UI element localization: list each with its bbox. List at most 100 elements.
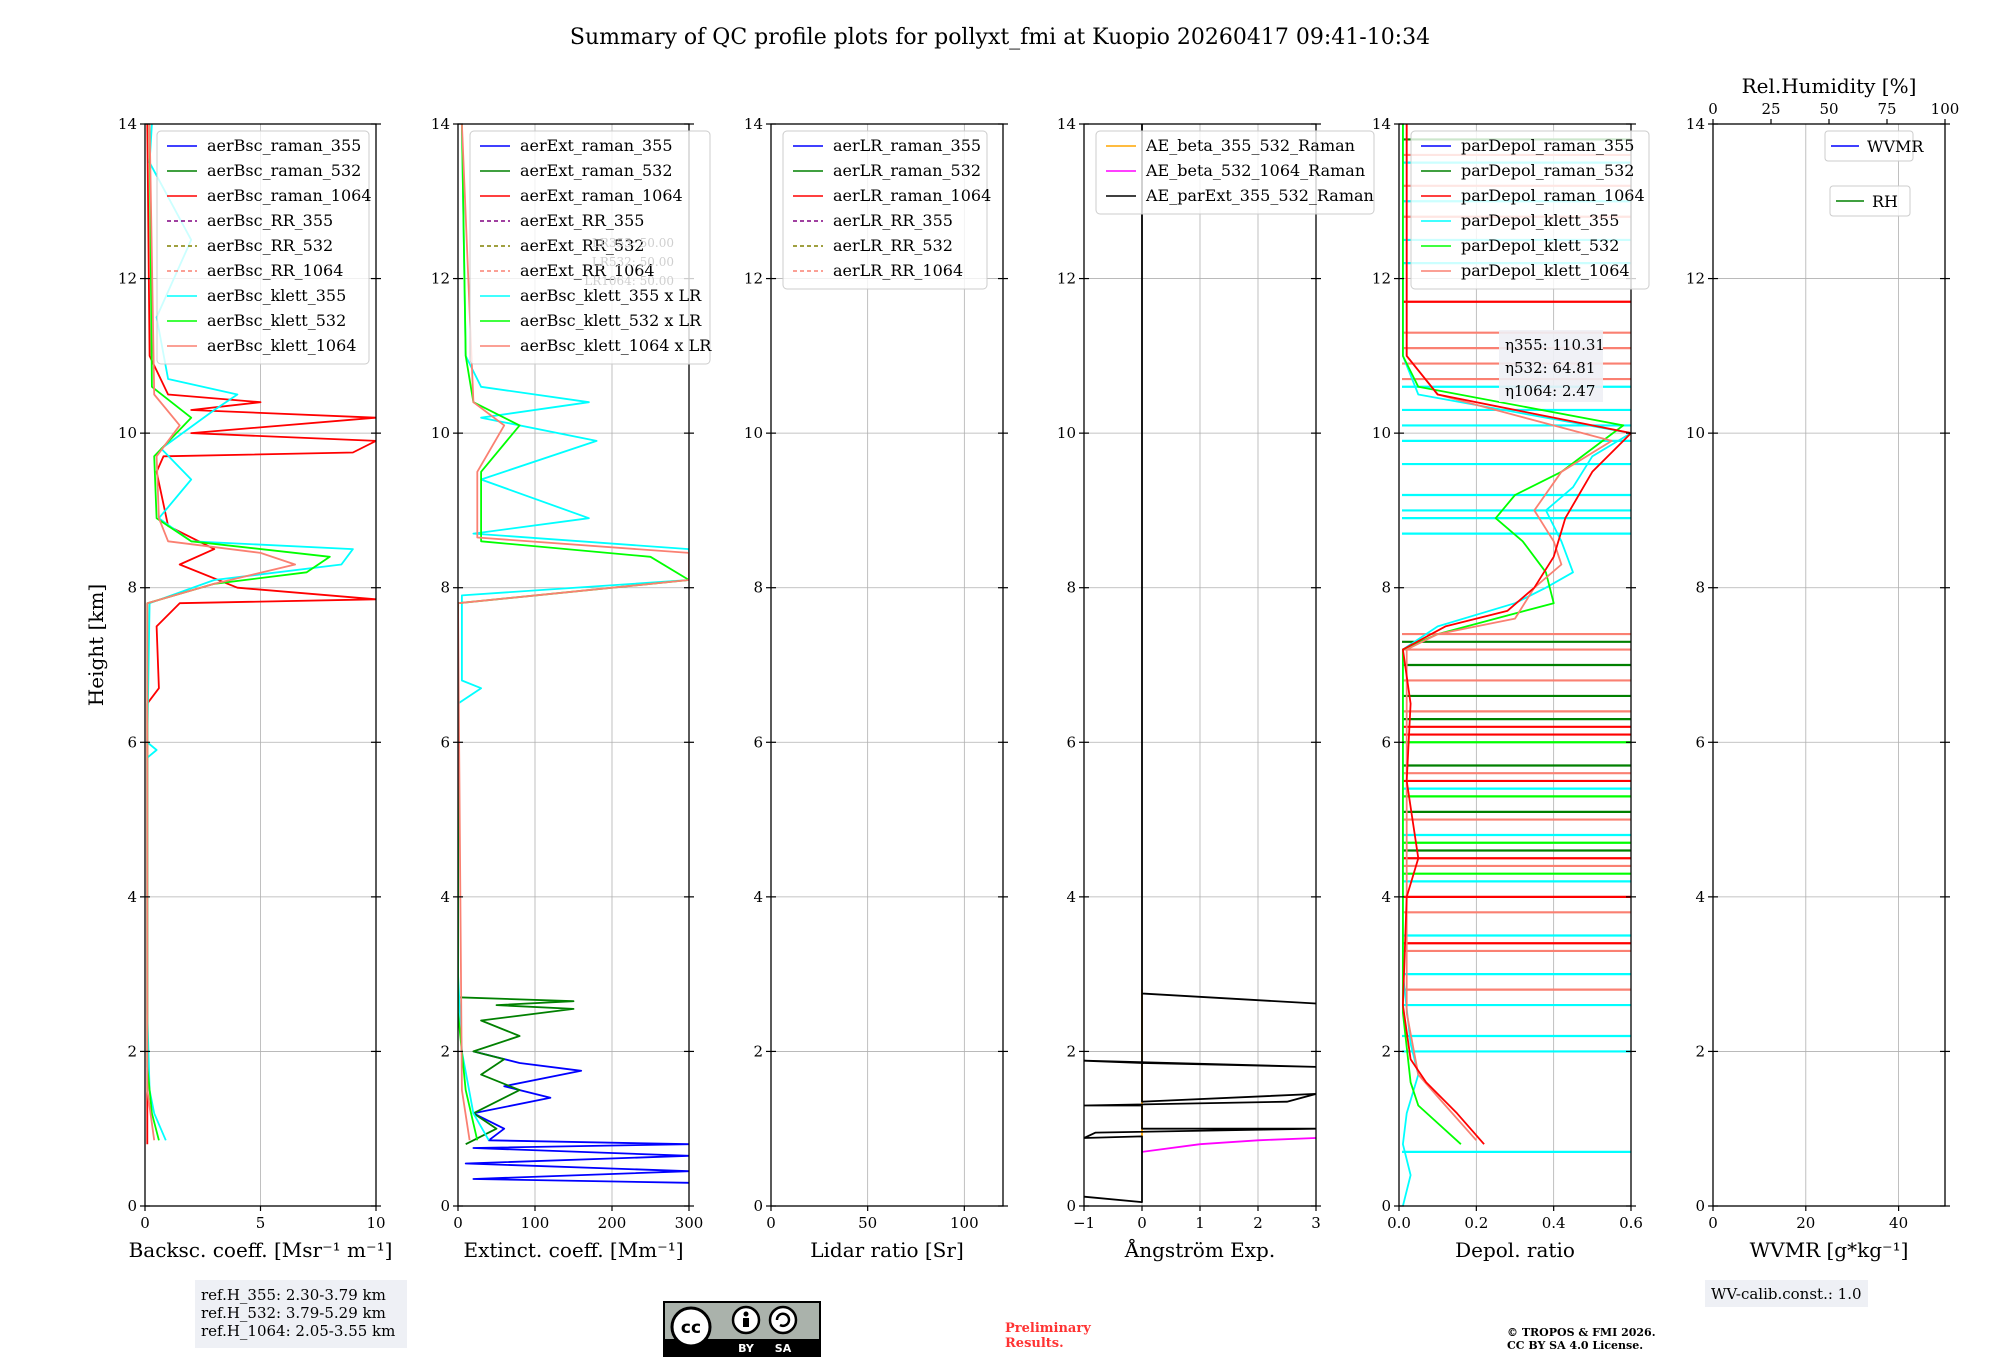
height-axis-label: Height [km]: [84, 584, 108, 706]
y-tick-label: 4: [753, 888, 763, 906]
x-tick-label: 0: [140, 1214, 150, 1232]
ref-height-box: ref.H_355: 2.30-3.79 km ref.H_532: 3.79-…: [195, 1280, 407, 1348]
axes-frame: [457, 123, 690, 1207]
y-tick-label: 14: [1372, 115, 1391, 133]
series-line-aerBsc_klett_532 x LR: [458, 124, 689, 1141]
legend-label: aerLR_raman_355: [833, 136, 981, 155]
legend-label: parDepol_raman_1064: [1461, 186, 1645, 205]
preliminary-line-1: Preliminary: [1005, 1321, 1091, 1336]
y-tick-label: 0: [753, 1197, 763, 1215]
legend-label: aerLR_RR_532: [833, 236, 953, 255]
y-tick-label: 12: [431, 270, 450, 288]
series-line-AE_beta_532_1064_Raman: [1141, 1137, 1316, 1153]
lr-note: LR532: 50.00: [592, 255, 674, 269]
legend-box: [1824, 130, 1914, 162]
figure-title: Summary of QC profile plots for pollyxt_…: [570, 25, 1430, 50]
series-line-parDepol_raman_1064: [1402, 124, 1631, 1145]
legend-label: aerExt_RR_1064: [520, 261, 655, 280]
y-tick-label: 6: [1695, 733, 1705, 751]
legend-label: aerLR_raman_1064: [833, 186, 991, 205]
lr-note: LR355: 50.00: [592, 236, 674, 250]
panel-1: 0 2 4 6 8 10 12 14 0 5 10 Backsc. coeff. [Msr⁻¹ m⁻¹…: [118, 115, 392, 1262]
axes-frame: [770, 123, 1004, 1207]
top-x-tick-label: 25: [1761, 100, 1780, 118]
x-tick-label: 0: [1708, 1214, 1718, 1232]
y-tick-label: 14: [1686, 115, 1705, 133]
x-tick-label: 0: [766, 1214, 776, 1232]
y-tick-label: 4: [1066, 888, 1076, 906]
x-tick-label: 40: [1889, 1214, 1908, 1232]
y-tick-label: 0: [1695, 1197, 1705, 1215]
cc-icon: [670, 1306, 712, 1348]
copyright-line-2: CC BY SA 4.0 License.: [1507, 1339, 1643, 1352]
panel-3: 0 2 4 6 8 10 12 14 0 50 100 Lidar ratio [Sr] aerLR_r…: [744, 115, 1008, 1262]
y-tick-label: 2: [753, 1042, 763, 1060]
data-layer: [1084, 124, 1316, 1203]
legend-label: aerExt_raman_532: [520, 161, 673, 180]
legend: aerBsc_raman_355 aerBsc_raman_532 aerBsc_r…: [156, 130, 372, 365]
axes-frame: [1712, 123, 1946, 1207]
legend-label: RH: [1872, 192, 1898, 211]
legend: aerExt_raman_355 aerExt_raman_532 aerExt_r…: [469, 130, 712, 365]
x-tick-label: 300: [675, 1214, 704, 1232]
legend: parDepol_raman_355 parDepol_raman_532 parD…: [1410, 130, 1650, 290]
x-tick-label: 0.4: [1542, 1214, 1566, 1232]
legend-label: AE_beta_532_1064_Raman: [1145, 161, 1365, 180]
y-tick-label: 2: [440, 1042, 450, 1060]
legend-label: WVMR: [1867, 137, 1924, 156]
top-axis-label: Rel.Humidity [%]: [1742, 74, 1917, 98]
legend-label: aerLR_raman_532: [833, 161, 981, 180]
legend-label: aerBsc_klett_355: [207, 286, 346, 305]
legend-label: aerBsc_klett_532: [207, 311, 346, 330]
wv-calib-text: WV-calib.const.: 1.0: [1711, 1285, 1862, 1303]
legend-label: aerBsc_klett_355 x LR: [520, 286, 702, 305]
x-tick-label: 0: [453, 1214, 463, 1232]
y-tick-label: 10: [1372, 424, 1391, 442]
legend-label: aerExt_raman_355: [520, 136, 673, 155]
y-tick-label: 12: [744, 270, 763, 288]
y-tick-label: 6: [127, 733, 137, 751]
x-axis-label: Backsc. coeff. [Msr⁻¹ m⁻¹]: [129, 1238, 393, 1262]
y-tick-label: 0: [1381, 1197, 1391, 1215]
axes-frame: [1398, 123, 1632, 1207]
series-line-parDepol_klett_1064: [1405, 124, 1613, 1141]
series-line-parDepol_klett_532: [1402, 124, 1625, 1145]
lr-note: LR1064: 50.00: [584, 274, 674, 288]
x-tick-label: 0.6: [1619, 1214, 1643, 1232]
y-tick-label: 8: [753, 579, 763, 597]
y-tick-label: 8: [1381, 579, 1391, 597]
y-tick-label: 2: [1381, 1042, 1391, 1060]
legend-label: aerBsc_klett_532 x LR: [520, 311, 702, 330]
y-tick-label: 12: [1372, 270, 1391, 288]
x-axis-label: Extinct. coeff. [Mm⁻¹]: [463, 1238, 683, 1262]
y-tick-label: 4: [127, 888, 137, 906]
legend-label: parDepol_klett_355: [1461, 211, 1619, 230]
y-tick-label: 8: [127, 579, 137, 597]
legend-box: [1095, 130, 1375, 215]
x-tick-label: 100: [950, 1214, 979, 1232]
legend-box: [469, 130, 711, 365]
y-tick-label: 8: [1066, 579, 1076, 597]
y-tick-label: 12: [1686, 270, 1705, 288]
x-axis-label: WVMR [g*kg⁻¹]: [1750, 1238, 1909, 1262]
series-line-AE_parExt_355_532_Raman: [1084, 124, 1316, 1203]
y-tick-label: 14: [431, 115, 450, 133]
legend-box: [782, 130, 988, 290]
y-tick-label: 10: [744, 424, 763, 442]
ref-h-1064: ref.H_1064: 2.05-3.55 km: [201, 1322, 395, 1340]
x-axis-label: Lidar ratio [Sr]: [810, 1238, 964, 1262]
legend-label: aerBsc_raman_1064: [207, 186, 372, 205]
x-axis-label: Ångström Exp.: [1124, 1237, 1275, 1262]
ref-h-355: ref.H_355: 2.30-3.79 km: [201, 1286, 386, 1304]
legend-label: parDepol_klett_1064: [1461, 261, 1630, 280]
x-tick-label: 10: [366, 1214, 385, 1232]
legend-label: parDepol_raman_355: [1461, 136, 1634, 155]
x-axis-label: Depol. ratio: [1455, 1238, 1575, 1262]
y-tick-label: 10: [1057, 424, 1076, 442]
y-tick-label: 0: [440, 1197, 450, 1215]
y-tick-label: 0: [127, 1197, 137, 1215]
y-tick-label: 2: [127, 1042, 137, 1060]
x-tick-label: −1: [1073, 1214, 1095, 1232]
